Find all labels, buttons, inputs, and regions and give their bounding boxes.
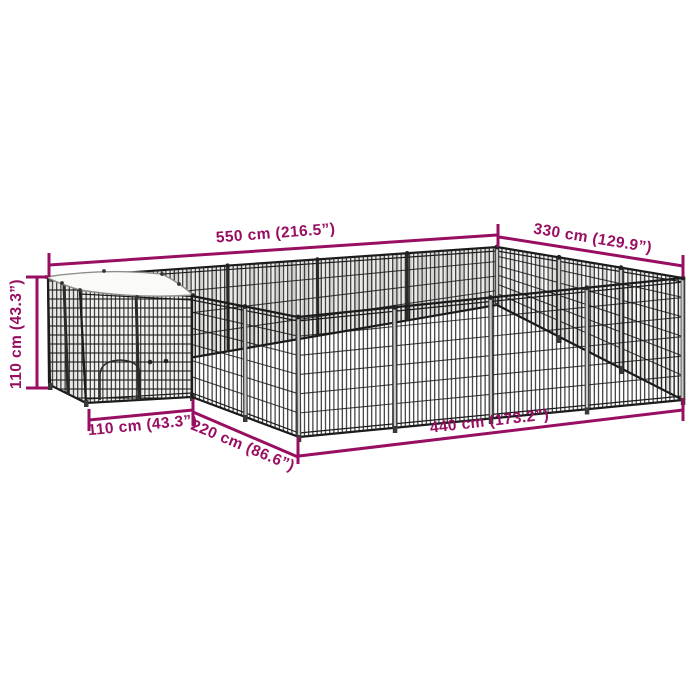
220-wall-posts (242, 304, 248, 422)
dimension-height: 110 cm (43.3”) (8, 275, 48, 390)
kennel-front-wall (295, 275, 686, 442)
front-wall-posts (295, 275, 686, 442)
dimension-label-back-width: 550 cm (216.5”) (215, 221, 336, 247)
dimension-cube-width: 110 cm (43.3”) (87, 399, 198, 439)
kennel-cube-left-face (46, 276, 88, 405)
cube-door-arch (99, 359, 141, 400)
kennel-cube-canopy (43, 269, 195, 299)
kennel-cube-front-face (48, 288, 195, 407)
kennel-220-wall (190, 294, 301, 439)
kennel-line-art (43, 244, 686, 442)
dimension-label-height: 110 cm (43.3”) (8, 279, 25, 389)
